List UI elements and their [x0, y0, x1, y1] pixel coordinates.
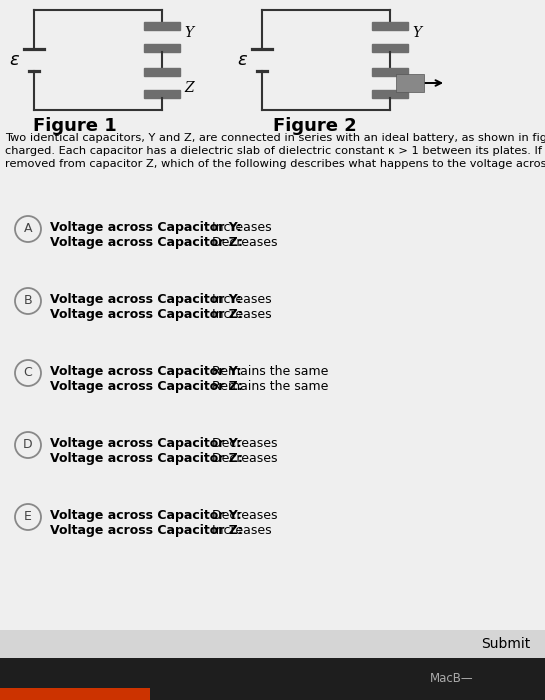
Text: D: D	[23, 438, 33, 452]
Text: Decreases: Decreases	[208, 452, 277, 465]
Bar	[0, 688, 150, 700]
Bar	[372, 44, 408, 52]
Text: Two identical capacitors, Y and Z, are connected in series with an ideal battery: Two identical capacitors, Y and Z, are c…	[5, 133, 545, 143]
Text: Y: Y	[412, 26, 421, 40]
Text: Decreases: Decreases	[208, 509, 277, 522]
Bar	[372, 90, 408, 98]
Text: C: C	[23, 367, 32, 379]
Text: Z: Z	[412, 81, 422, 95]
Bar	[144, 44, 180, 52]
Bar	[372, 22, 408, 30]
Bar	[396, 74, 424, 92]
Text: E: E	[24, 510, 32, 524]
Text: Voltage across Capacitor Y:: Voltage across Capacitor Y:	[50, 365, 241, 378]
Text: Voltage across Capacitor Y:: Voltage across Capacitor Y:	[50, 509, 241, 522]
Text: Figure 2: Figure 2	[273, 117, 357, 135]
Text: Voltage across Capacitor Z:: Voltage across Capacitor Z:	[50, 452, 243, 465]
Text: Voltage across Capacitor Z:: Voltage across Capacitor Z:	[50, 524, 243, 537]
Text: Increases: Increases	[208, 524, 271, 537]
Bar	[0, 658, 545, 700]
Text: Increases: Increases	[208, 293, 271, 306]
Text: Figure 1: Figure 1	[33, 117, 117, 135]
Text: $\varepsilon$: $\varepsilon$	[9, 51, 21, 69]
Text: Voltage across Capacitor Y:: Voltage across Capacitor Y:	[50, 437, 241, 450]
Bar	[144, 22, 180, 30]
Text: B: B	[23, 295, 32, 307]
Text: Y: Y	[184, 26, 193, 40]
Bar	[372, 68, 408, 76]
Text: Submit: Submit	[481, 637, 530, 651]
Text: Z: Z	[184, 81, 193, 95]
Text: Increases: Increases	[208, 221, 271, 234]
Bar	[144, 90, 180, 98]
Text: Voltage across Capacitor Y:: Voltage across Capacitor Y:	[50, 221, 241, 234]
Bar	[0, 630, 545, 658]
Text: Increases: Increases	[208, 308, 271, 321]
Text: Voltage across Capacitor Z:: Voltage across Capacitor Z:	[50, 380, 243, 393]
Text: Decreases: Decreases	[208, 236, 277, 249]
Bar	[144, 68, 180, 76]
Text: charged. Each capacitor has a dielectric slab of dielectric constant κ > 1 betwe: charged. Each capacitor has a dielectric…	[5, 146, 545, 156]
Text: Remains the same: Remains the same	[208, 380, 329, 393]
Text: removed from capacitor Z, which of the following describes what happens to the v: removed from capacitor Z, which of the f…	[5, 159, 545, 169]
Text: Voltage across Capacitor Z:: Voltage across Capacitor Z:	[50, 308, 243, 321]
Text: Decreases: Decreases	[208, 437, 277, 450]
Text: Remains the same: Remains the same	[208, 365, 329, 378]
Text: A: A	[24, 223, 32, 235]
Text: MacB—: MacB—	[430, 673, 474, 685]
Text: $\varepsilon$: $\varepsilon$	[238, 51, 249, 69]
Text: Voltage across Capacitor Y:: Voltage across Capacitor Y:	[50, 293, 241, 306]
Text: Voltage across Capacitor Z:: Voltage across Capacitor Z:	[50, 236, 243, 249]
